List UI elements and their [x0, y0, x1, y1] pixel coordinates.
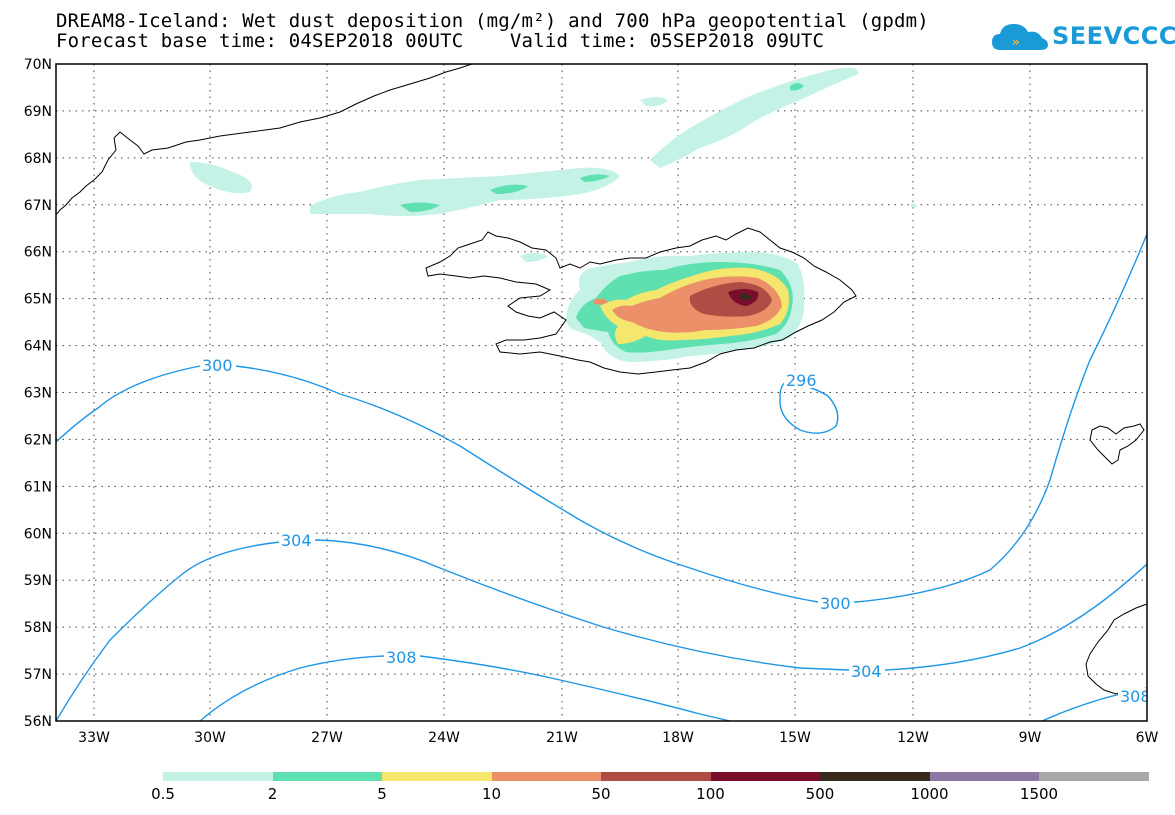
latitude-label: 66N	[24, 245, 52, 261]
longitude-label: 33W	[78, 730, 110, 746]
colorbar-swatch	[382, 772, 492, 781]
colorbar-label: 50	[591, 785, 611, 803]
contour-label: 308	[386, 648, 417, 667]
latitude-label: 61N	[24, 479, 52, 495]
colorbar-swatch	[163, 772, 273, 781]
longitude-label: 24W	[428, 730, 460, 746]
colorbar-swatch	[710, 772, 821, 781]
latitude-label: 70N	[24, 57, 52, 73]
latitude-label: 69N	[24, 104, 52, 120]
latitude-labels: 70N 69N 68N 67N 66N 65N 64N 63N 62N 61N 60N 59N 58N 5…	[24, 57, 52, 730]
latitude-label: 65N	[24, 292, 52, 308]
latitude-label: 60N	[24, 526, 52, 542]
colorbar-label: 0.5	[151, 785, 175, 803]
latitude-label: 56N	[24, 714, 52, 730]
graticule	[56, 64, 1147, 721]
latitude-label: 67N	[24, 198, 52, 214]
contour-label: 308	[1120, 687, 1151, 706]
longitude-label: 6W	[1136, 730, 1159, 746]
contour-label: 296	[786, 371, 817, 390]
latitude-label: 68N	[24, 151, 52, 167]
map-frame	[55, 63, 1148, 722]
longitude-label: 9W	[1019, 730, 1042, 746]
colorbar-label: 100	[696, 785, 725, 803]
latitude-label: 59N	[24, 573, 52, 589]
svg-text:»: »	[1012, 35, 1020, 49]
latitude-label: 63N	[24, 386, 52, 402]
longitude-label: 12W	[897, 730, 929, 746]
map-title: DREAM8-Iceland: Wet dust deposition (mg/…	[56, 10, 929, 32]
logo-text: SEEVCCC	[1052, 22, 1175, 50]
colorbar-label: 5	[377, 785, 387, 803]
coastlines	[56, 64, 1147, 703]
contour-label: 304	[281, 531, 312, 550]
latitude-label: 57N	[24, 667, 52, 683]
colorbar-label: 10	[481, 785, 502, 803]
latitude-label: 62N	[24, 432, 52, 448]
contour-label: 304	[851, 662, 882, 681]
map-subtitle: Forecast base time: 04SEP2018 00UTC Vali…	[56, 30, 825, 52]
colorbar-swatch	[272, 772, 383, 781]
contour-label: 300	[202, 356, 233, 375]
longitude-label: 18W	[662, 730, 694, 746]
longitude-label: 15W	[779, 730, 811, 746]
colorbar-label: 500	[805, 785, 835, 803]
colorbar-swatch	[820, 772, 930, 781]
longitude-labels: 33W 30W 27W 24W 21W 18W 15W 12W 9W 6W	[78, 730, 1158, 746]
contour-labels: 300 296 304 300 308 304 308	[200, 356, 1151, 706]
colorbar-label: 1000	[910, 785, 949, 803]
seevccc-logo: » SEEVCCC	[990, 18, 1175, 56]
latitude-label: 58N	[24, 620, 52, 636]
colorbar-swatch	[601, 772, 711, 781]
colorbar-label: 2	[267, 785, 278, 803]
colorbar-label: 1500	[1019, 785, 1059, 803]
cloud-logo-icon: »	[992, 24, 1048, 50]
longitude-label: 21W	[546, 730, 578, 746]
colorbar-swatch	[929, 772, 1040, 781]
latitude-label: 64N	[24, 339, 52, 355]
longitude-label: 30W	[194, 730, 226, 746]
longitude-label: 27W	[311, 730, 343, 746]
dust-deposition-field	[190, 67, 917, 362]
colorbar-swatch	[491, 772, 602, 781]
colorbar-swatch	[1039, 772, 1149, 781]
contour-label: 300	[820, 594, 851, 613]
